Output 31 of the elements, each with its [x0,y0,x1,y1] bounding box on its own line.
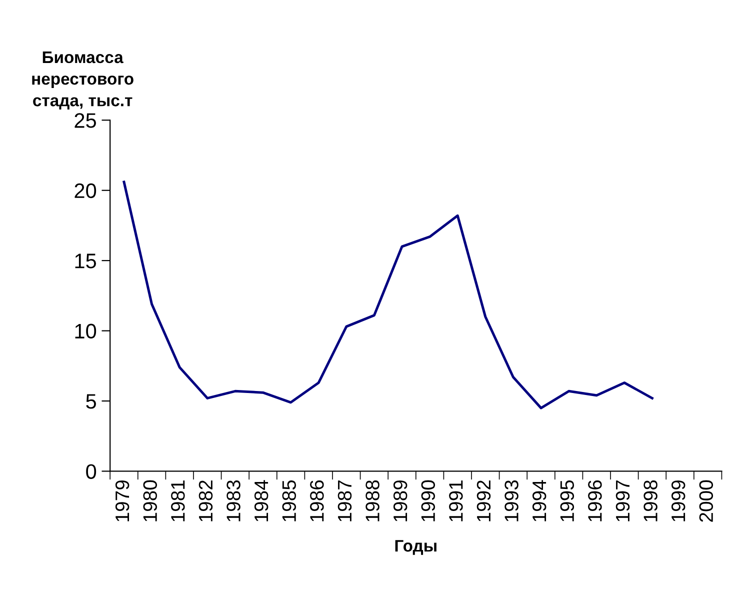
line-series [122,180,654,410]
x-tick-label: 1999 [671,480,686,522]
x-tick-label: 1995 [560,480,574,522]
x-tick-label: 1993 [504,480,518,522]
y-tick-label: 15 [75,254,96,268]
x-tick-label: 1980 [143,480,157,522]
x-tick-label: 1994 [532,480,546,522]
y-tick-label: 25 [74,113,96,128]
x-tick-label: 1989 [393,480,408,522]
y-axis-title: Биомасса нерестового стада, тыс.т [32,52,134,110]
x-tick-label: 1990 [421,480,436,522]
x-tick-label: 1992 [476,480,491,522]
x-tick-label: 1985 [282,480,296,522]
x-tick-label: 1997 [616,480,630,522]
x-tick-label: 1998 [644,480,658,522]
y-tick-label: 10 [75,324,96,339]
x-tick-label: 1984 [254,480,268,522]
x-tick-label: 1991 [449,480,463,522]
x-tick-label: 1979 [115,480,130,522]
x-tick-label: 1988 [366,480,380,522]
x-tick-label: 1986 [310,480,324,522]
y-tick-label: 0 [86,464,96,479]
x-tick-label: 1983 [226,480,240,522]
x-tick-label: 1981 [171,480,185,522]
x-tick-label: 1987 [338,480,352,522]
x-tick-label: 1996 [588,480,602,522]
x-tick-label: 1982 [198,480,213,522]
y-tick-label: 5 [86,394,96,409]
x-axis-title: Годы [395,540,436,555]
y-tick-label: 20 [74,183,96,198]
x-tick-label: 2000 [699,480,714,522]
